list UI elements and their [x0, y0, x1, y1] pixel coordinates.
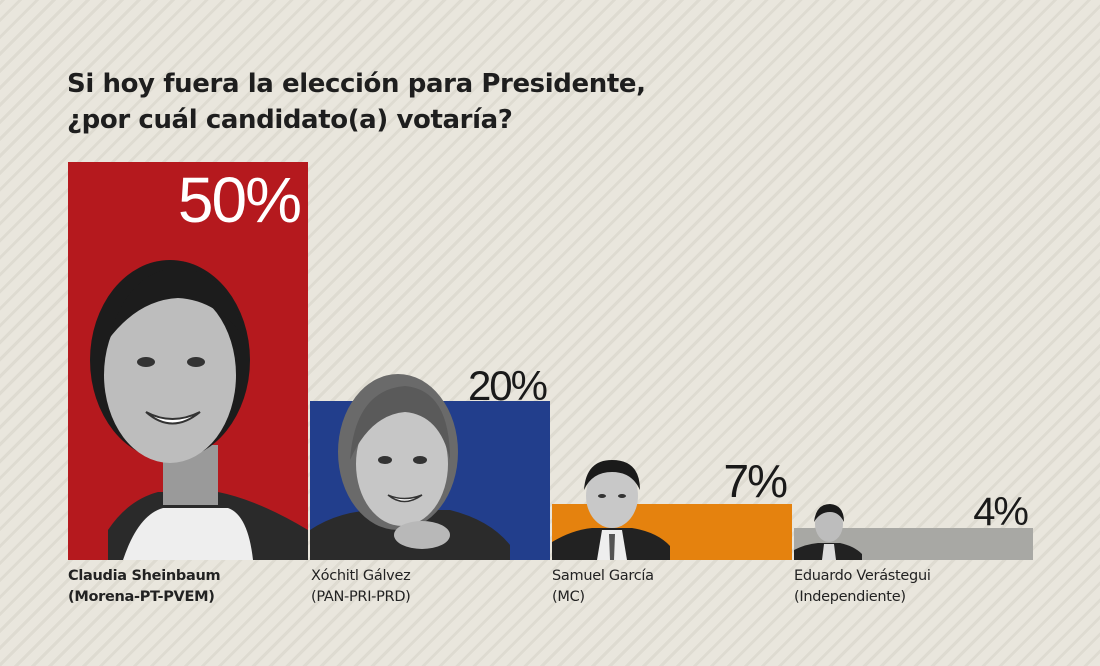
- value-label-sheinbaum: 50%: [177, 164, 302, 236]
- candidate-photo-garcia: [552, 460, 670, 560]
- category-label-galvez: Xóchitl Gálvez (PAN-PRI-PRD): [311, 566, 411, 608]
- candidate-party: (Independiente): [794, 589, 906, 605]
- candidate-name: Xóchitl Gálvez: [311, 568, 411, 584]
- value-label-verastegui: 4%: [973, 490, 1029, 534]
- value-label-garcia: 7%: [723, 455, 789, 507]
- candidate-name: Claudia Sheinbaum: [68, 568, 221, 584]
- bar-sheinbaum: 50%: [68, 162, 308, 560]
- bar-verastegui: 4%: [794, 492, 1033, 560]
- chart-title: Si hoy fuera la elección para Presidente…: [67, 66, 767, 138]
- chart-title-line-2: ¿por cuál candidato(a) votaría?: [67, 105, 513, 135]
- category-label-verastegui: Eduardo Verástegui (Independiente): [794, 566, 931, 608]
- candidate-party: (Morena-PT-PVEM): [68, 589, 215, 605]
- candidate-photo-sheinbaum: [90, 260, 308, 560]
- candidate-party: (MC): [552, 589, 585, 605]
- candidate-party: (PAN-PRI-PRD): [311, 589, 411, 605]
- bar-galvez: 20%: [310, 365, 550, 560]
- candidate-photo-verastegui: [794, 504, 862, 560]
- bar-garcia: 7%: [552, 458, 792, 560]
- chart-title-line-1: Si hoy fuera la elección para Presidente…: [67, 69, 646, 99]
- candidate-name: Samuel García: [552, 568, 654, 584]
- value-label-galvez: 20%: [467, 362, 548, 409]
- candidate-name: Eduardo Verástegui: [794, 568, 931, 584]
- category-label-sheinbaum: Claudia Sheinbaum (Morena-PT-PVEM): [68, 566, 221, 608]
- category-label-garcia: Samuel García (MC): [552, 566, 654, 608]
- candidate-photo-galvez: [310, 374, 510, 560]
